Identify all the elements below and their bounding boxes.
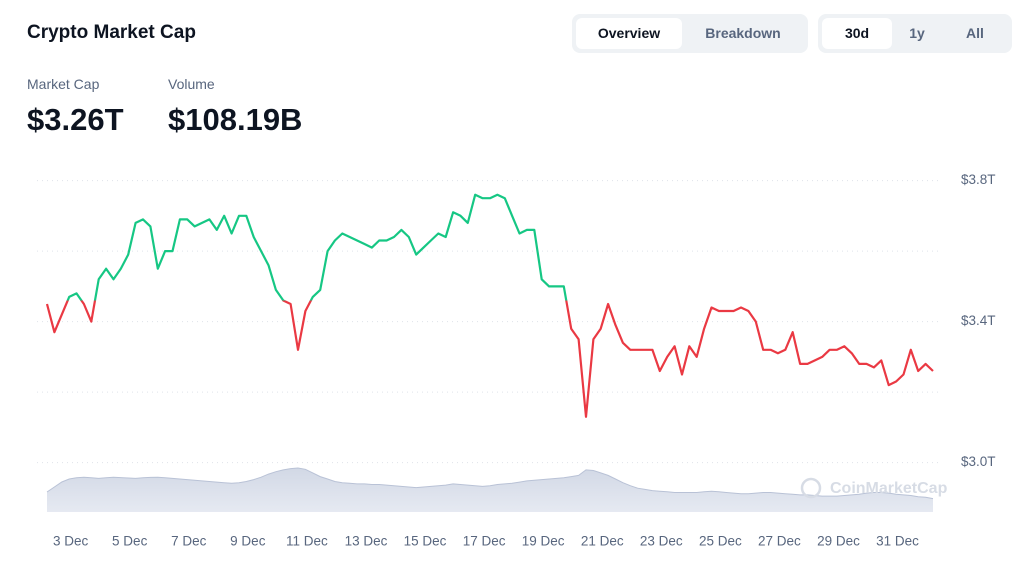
range-tab[interactable]: All [966, 25, 984, 41]
stat-value: $108.19B [168, 102, 303, 137]
x-tick-label: 27 Dec [758, 534, 801, 549]
price-line [45, 193, 934, 418]
x-tick-label: 13 Dec [345, 534, 388, 549]
range-tab[interactable]: 30d [822, 18, 892, 49]
stat-label: Market Cap [27, 76, 100, 92]
view-tab[interactable]: Breakdown [705, 25, 781, 41]
view-tab[interactable]: Overview [576, 18, 682, 49]
x-tick-label: 3 Dec [53, 534, 89, 549]
stat: Market Cap $3.26T [27, 76, 124, 138]
x-tick-label: 19 Dec [522, 534, 565, 549]
range-tab[interactable]: 1y [909, 25, 925, 41]
x-tick-label: 31 Dec [876, 534, 919, 549]
range-switch: 30d 1y All [818, 14, 1012, 53]
volume-line [46, 467, 934, 500]
x-tick-label: 29 Dec [817, 534, 860, 549]
watermark-logo [800, 477, 822, 499]
stat: Volume $108.19B [168, 76, 302, 138]
x-tick-label: 9 Dec [230, 534, 266, 549]
y-tick-label: $3.0T [961, 454, 996, 469]
y-tick-label: $3.4T [961, 313, 996, 328]
stat-label: Volume [168, 76, 215, 92]
x-tick-label: 15 Dec [404, 534, 447, 549]
volume-area [47, 468, 933, 512]
view-switch: Overview Breakdown [572, 14, 808, 53]
x-tick-label: 5 Dec [112, 534, 148, 549]
watermark: CoinMarketCap [830, 480, 948, 497]
x-tick-label: 17 Dec [463, 534, 506, 549]
stat-value: $3.26T [27, 102, 124, 137]
x-tick-label: 25 Dec [699, 534, 742, 549]
x-tick-label: 7 Dec [171, 534, 207, 549]
page-title: Crypto Market Cap [27, 22, 196, 43]
x-tick-label: 11 Dec [286, 534, 328, 549]
x-tick-label: 23 Dec [640, 534, 683, 549]
x-tick-label: 21 Dec [581, 534, 624, 549]
y-tick-label: $3.8T [961, 172, 996, 187]
